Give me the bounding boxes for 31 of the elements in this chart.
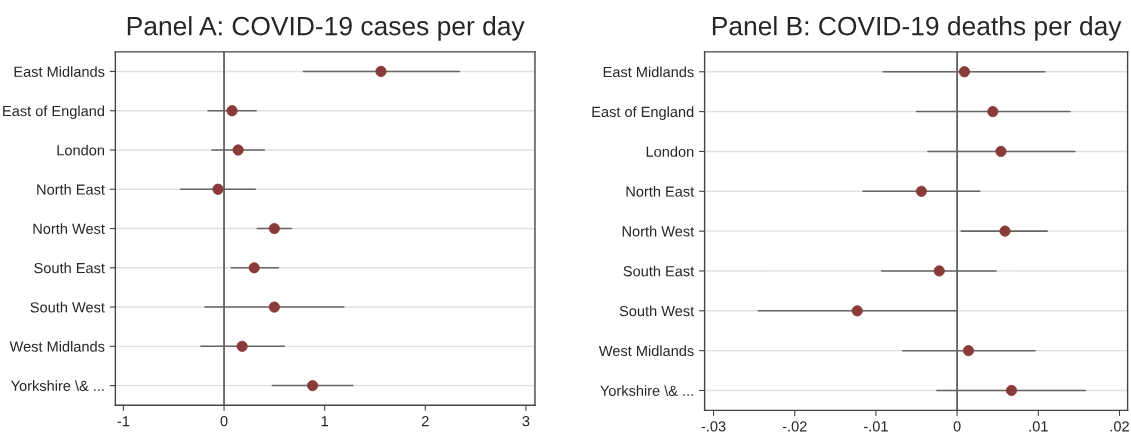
x-tick-label: 1 [321, 416, 328, 427]
y-tick-label: North West [33, 223, 105, 234]
y-tick-label: Yorkshire \& ... [600, 385, 693, 396]
y-tick-label: South East [34, 262, 105, 274]
y-tick-label: North West [622, 225, 695, 237]
x-tick-label: -.02 [782, 421, 807, 432]
y-tick-label: North East [37, 183, 105, 195]
x-tick-label: .02 [1110, 421, 1129, 432]
chart-title: Panel B: COVID-19 deaths per day [712, 16, 1122, 41]
y-tick-label: South West [30, 301, 105, 313]
x-tick-label: -.01 [864, 421, 888, 432]
y-tick-label: Yorkshire \& ... [10, 380, 104, 392]
y-tick-label: East of England [592, 106, 694, 120]
x-tick-label: 0 [220, 416, 228, 427]
y-tick-label: London [57, 144, 104, 156]
y-tick-label: North East [626, 186, 695, 197]
y-tick-label: West Midlands [598, 345, 694, 357]
y-tick-label: East of England [3, 105, 105, 120]
x-tick-label: -.03 [701, 421, 726, 432]
y-tick-label: East Midlands [14, 66, 105, 77]
x-tick-label: 3 [522, 416, 530, 427]
y-tick-label: South West [619, 305, 695, 317]
x-tick-label: -1 [117, 416, 130, 427]
y-tick-label: West Midlands [9, 341, 105, 352]
chart-title: Panel A: COVID-19 cases per day [127, 16, 525, 41]
y-tick-label: London [646, 146, 694, 157]
x-tick-label: 0 [953, 421, 961, 432]
x-tick-label: 2 [421, 416, 429, 427]
y-tick-label: South East [623, 265, 695, 277]
x-tick-label: .01 [1029, 421, 1048, 432]
y-tick-label: East Midlands [603, 66, 694, 78]
